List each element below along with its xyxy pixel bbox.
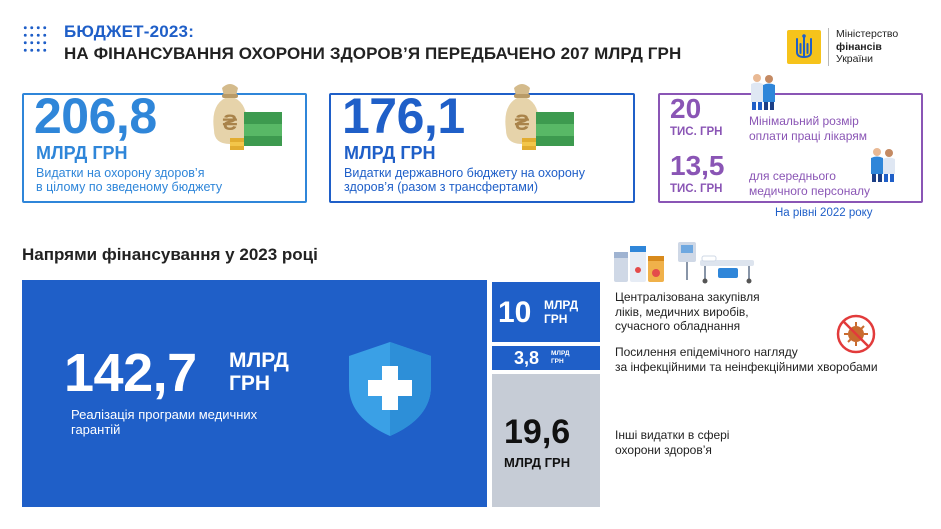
page-title-line1: БЮДЖЕТ-2023:	[64, 22, 195, 41]
ministry-logo-text: Міністерство фінансів України	[836, 28, 899, 65]
other-expenses-description: Інші видатки в сфері охорони здоров’я	[615, 428, 730, 457]
medical-guarantees-description: Реалізація програми медичних гарантій	[71, 407, 258, 437]
section-title: Напрями фінансування у 2023 році	[22, 245, 318, 264]
virus-icon	[836, 314, 876, 354]
money-bag-icon: ₴	[505, 84, 574, 150]
epidemic-value: 3,8	[514, 348, 540, 368]
total-budget-description: Видатки на охорону здоров’я в цілому по …	[36, 166, 223, 194]
nurses-salary-value: 13,5	[670, 150, 725, 181]
nurses-icon	[871, 148, 895, 182]
dot-grid-icon	[22, 24, 48, 54]
total-budget-value: 206,8	[34, 88, 157, 144]
doctors-salary-value: 20	[670, 93, 702, 124]
procurement-value: 10	[498, 296, 532, 329]
nurses-salary-description: для середнього медичного персоналу	[749, 169, 870, 198]
nurses-salary-unit: ТИС. ГРН	[670, 183, 723, 195]
state-budget-value: 176,1	[342, 88, 465, 144]
procurement-description: Централізована закупівля ліків, медичних…	[615, 290, 760, 333]
medicine-icon	[614, 246, 664, 282]
logo-divider	[828, 28, 829, 66]
doctors-icon	[751, 74, 775, 110]
state-budget-description: Видатки державного бюджету на охорону зд…	[344, 166, 585, 194]
shield-cross-icon	[349, 342, 431, 436]
medical-guarantees-unit: МЛРД ГРН	[229, 349, 289, 395]
money-bag-icon: ₴	[213, 84, 282, 150]
doctors-salary-unit: ТИС. ГРН	[670, 126, 723, 138]
total-budget-card	[22, 93, 307, 203]
salary-note: На рівні 2022 року	[775, 207, 873, 219]
state-budget-unit: МЛРД ГРН	[344, 143, 436, 163]
svg-text:₴: ₴	[515, 110, 530, 135]
epidemic-description: Посилення епідемічного нагляду за інфекц…	[615, 345, 878, 374]
svg-text:₴: ₴	[223, 110, 238, 135]
hospital-bed-icon	[678, 242, 754, 284]
other-expenses-value: 19,6	[504, 413, 571, 451]
doctors-salary-description: Мінімальний розмір оплати праці лікарям	[749, 114, 867, 143]
epidemic-unit: МЛРД ГРН	[551, 350, 570, 365]
state-budget-card	[329, 93, 635, 203]
other-expenses-unit: МЛРД ГРН	[504, 455, 571, 470]
procurement-unit: МЛРД ГРН	[544, 298, 579, 326]
total-budget-unit: МЛРД ГРН	[36, 143, 128, 163]
other-expenses-block	[492, 374, 600, 507]
page-title-line2: НА ФІНАНСУВАННЯ ОХОРОНИ ЗДОРОВ’Я ПЕРЕДБА…	[64, 44, 682, 63]
salary-card	[658, 93, 923, 203]
procurement-block	[492, 282, 600, 342]
trident-icon	[787, 30, 821, 64]
medical-guarantees-value: 142,7	[64, 343, 197, 403]
epidemic-block	[492, 346, 600, 370]
